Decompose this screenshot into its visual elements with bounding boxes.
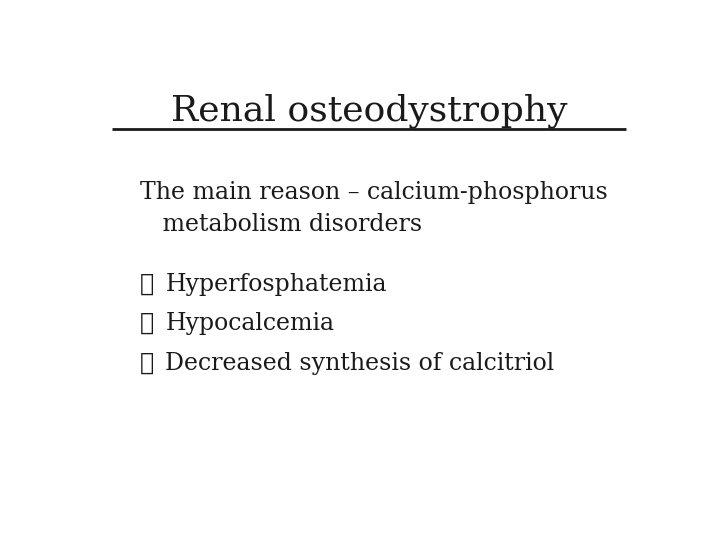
Text: Renal osteodystrophy: Renal osteodystrophy <box>171 94 567 129</box>
Text: The main reason – calcium-phosphorus
   metabolism disorders: The main reason – calcium-phosphorus met… <box>140 181 608 236</box>
Text: ✓: ✓ <box>140 312 154 335</box>
Text: ✓: ✓ <box>140 273 154 296</box>
Text: Decreased synthesis of calcitriol: Decreased synthesis of calcitriol <box>166 352 554 375</box>
Text: ✓: ✓ <box>140 352 154 375</box>
Text: Hyperfosphatemia: Hyperfosphatemia <box>166 273 387 296</box>
Text: Hypocalcemia: Hypocalcemia <box>166 312 334 335</box>
